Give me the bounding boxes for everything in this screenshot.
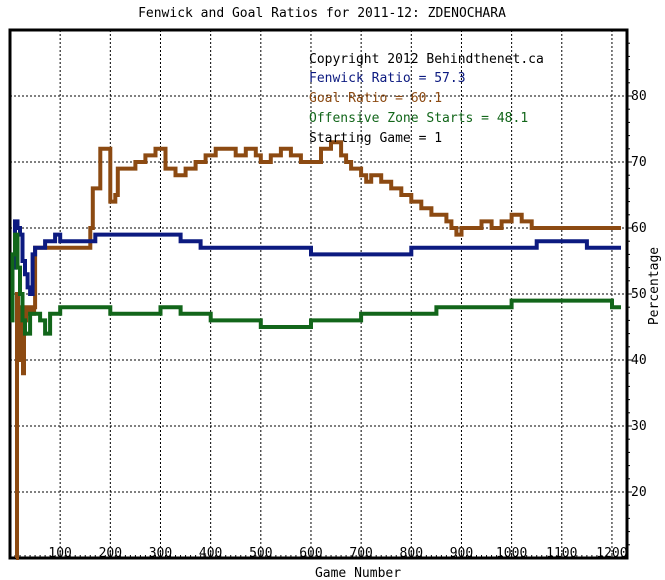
legend-fenwick-ratio: Fenwick Ratio = 57.3 [309,71,466,86]
x-axis: 100 200 300 400 500 600 700 800 900 1000 1100 1200 [14,546,628,561]
series-line-goal [15,140,621,560]
y-tick-label-60: 60 [631,221,647,236]
y-tick-label-70: 70 [631,155,647,170]
x-tick-label-300: 300 [149,546,172,561]
legend: Copyright 2012 Behindthenet.ca Fenwick R… [309,52,544,146]
grid [10,30,627,558]
series-line-fenwick [10,219,621,303]
copyright-text: Copyright 2012 Behindthenet.ca [309,52,544,67]
y-tick-label-30: 30 [631,419,647,434]
y-axis: 20 30 40 50 60 70 80 [627,42,647,546]
x-tick-label-100: 100 [48,546,71,561]
y-axis-label: Percentage [647,247,662,325]
chart-title: Fenwick and Goal Ratios for 2011-12: ZDE… [138,6,506,21]
series-lines [10,140,621,560]
x-tick-label-1000: 1000 [496,546,527,561]
x-tick-label-900: 900 [450,546,473,561]
y-tick-label-50: 50 [631,287,647,302]
x-tick-label-400: 400 [199,546,222,561]
legend-offensive-zone-starts: Offensive Zone Starts = 48.1 [309,111,528,126]
x-axis-label: Game Number [315,566,401,580]
x-tick-label-500: 500 [249,546,272,561]
x-tick-label-1100: 1100 [546,546,577,561]
x-tick-label-700: 700 [349,546,372,561]
x-tick-label-600: 600 [299,546,322,561]
series-line-ozone [10,232,621,336]
y-tick-label-20: 20 [631,485,647,500]
x-tick-label-200: 200 [99,546,122,561]
x-tick-label-1200: 1200 [596,546,627,561]
y-tick-label-40: 40 [631,353,647,368]
x-tick-label-800: 800 [400,546,423,561]
starting-game-text: Starting Game = 1 [309,131,442,146]
legend-goal-ratio: Goal Ratio = 60.1 [309,91,442,106]
y-tick-label-80: 80 [631,89,647,104]
